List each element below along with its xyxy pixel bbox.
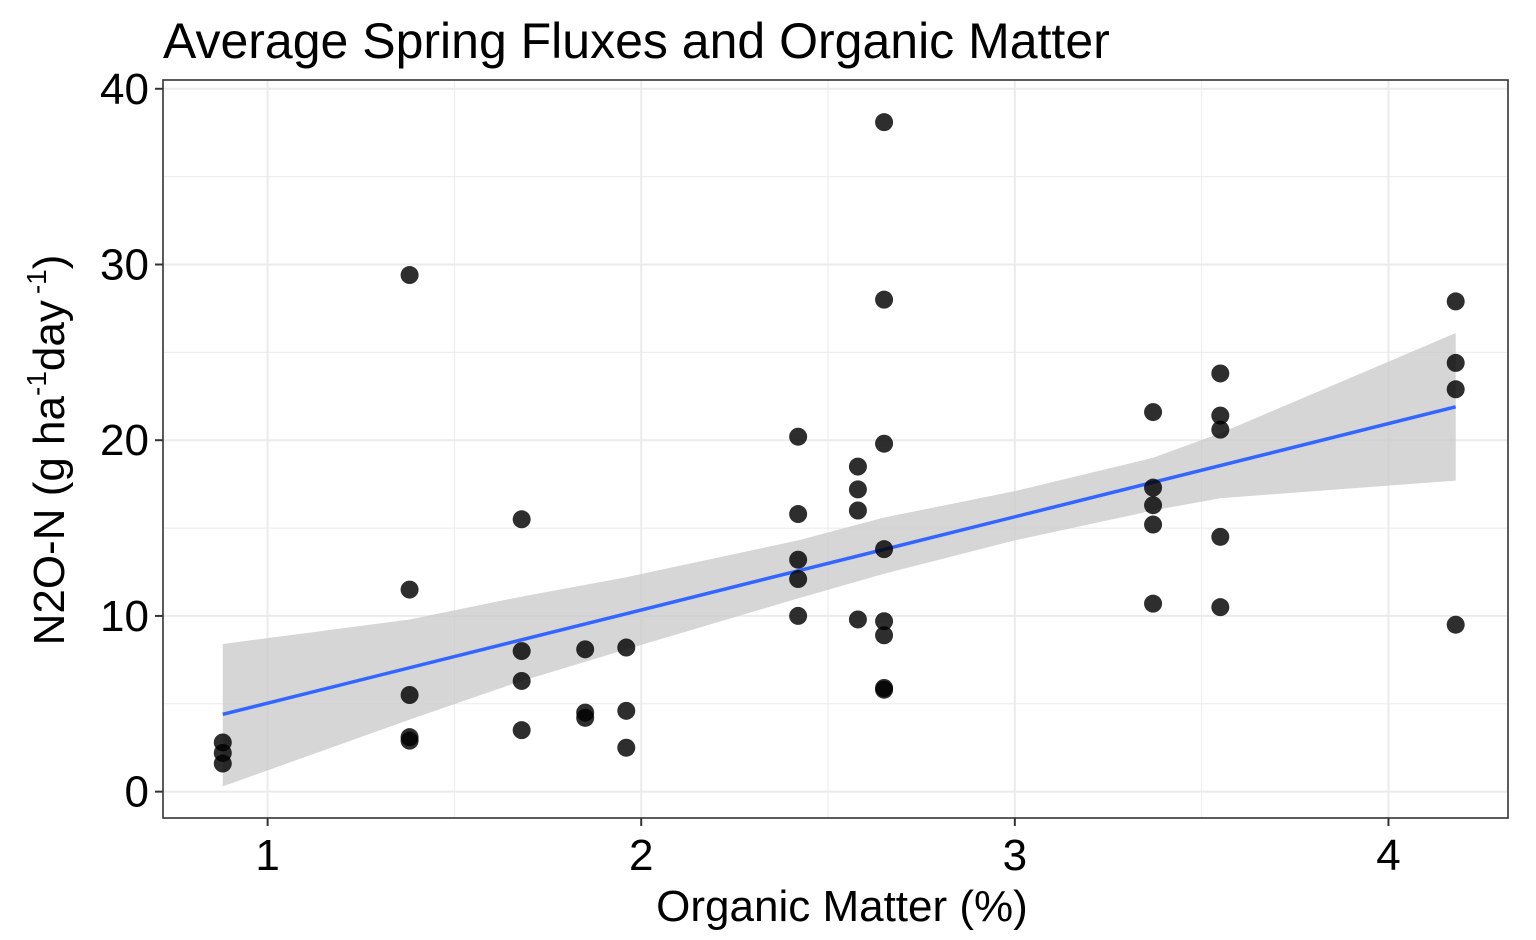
data-point (1211, 364, 1230, 383)
chart-title: Average Spring Fluxes and Organic Matter (163, 13, 1110, 69)
data-point (848, 457, 867, 476)
y-tick-label: 30 (100, 241, 149, 290)
y-axis-label: N2O-N (g ha-1day-1) (21, 255, 74, 646)
data-point (400, 731, 419, 750)
x-axis: 1 2 3 4 (255, 818, 1401, 880)
data-point (875, 113, 894, 132)
data-point (400, 580, 419, 599)
data-point (1446, 615, 1465, 634)
data-point (1144, 478, 1163, 497)
data-point (213, 754, 232, 773)
data-point (1446, 292, 1465, 311)
data-point (512, 510, 531, 529)
data-point (1211, 527, 1230, 546)
x-axis-label: Organic Matter (%) (656, 882, 1028, 931)
data-point (789, 570, 808, 589)
data-point (789, 606, 808, 625)
x-tick-label: 2 (629, 831, 653, 880)
data-point (1211, 598, 1230, 617)
plot-panel-border (162, 79, 1509, 819)
data-point (875, 290, 894, 309)
data-point (875, 612, 894, 631)
x-tick-label: 1 (255, 831, 279, 880)
data-point (576, 640, 595, 659)
data-point (1211, 420, 1230, 439)
data-point (875, 540, 894, 559)
data-point (512, 642, 531, 661)
data-point (848, 480, 867, 499)
data-point (1144, 515, 1163, 534)
data-point (1144, 403, 1163, 422)
data-point (617, 638, 636, 657)
y-axis-label-end: ) (25, 255, 74, 270)
data-point (1446, 380, 1465, 399)
y-axis-label-superscript-1: -1 (21, 371, 52, 396)
y-tick-label: 20 (100, 416, 149, 465)
data-point (848, 610, 867, 629)
fit-line-layer (222, 405, 1457, 717)
data-point (617, 738, 636, 757)
data-point (400, 686, 419, 704)
y-tick-label: 40 (100, 65, 149, 114)
data-point (789, 427, 808, 446)
data-point (512, 721, 531, 740)
data-point (576, 708, 595, 727)
data-points (213, 113, 1465, 773)
x-tick-label: 4 (1376, 831, 1400, 880)
data-point (875, 434, 894, 453)
data-point (875, 680, 894, 699)
y-axis-label-mid: day (25, 300, 74, 371)
data-point (875, 626, 894, 645)
y-tick-label: 10 (100, 592, 149, 641)
data-point (617, 701, 636, 720)
y-axis-label-group: N2O-N (g ha-1day-1) (21, 255, 74, 646)
data-point (1144, 594, 1163, 613)
data-point (789, 505, 808, 524)
data-point (1144, 496, 1163, 515)
data-point (1211, 406, 1230, 425)
data-point (512, 671, 531, 690)
y-tick-label: 0 (125, 768, 149, 817)
y-axis-label-superscript-2: -1 (21, 269, 52, 294)
data-point (789, 550, 808, 569)
y-axis: 0 10 20 30 40 (100, 65, 163, 817)
data-point (400, 266, 419, 285)
data-point (848, 501, 867, 520)
x-tick-label: 3 (1003, 831, 1027, 880)
regression-line (222, 405, 1457, 717)
data-point (1446, 353, 1465, 372)
y-axis-label-base: N2O-N (g ha (25, 395, 74, 645)
